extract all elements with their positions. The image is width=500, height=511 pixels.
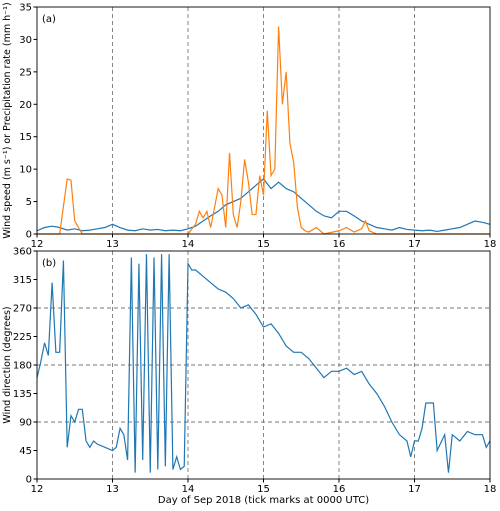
x-tick-label: 13 bbox=[106, 239, 119, 250]
x-tick-label: 15 bbox=[257, 484, 270, 495]
y-tick-label: 0 bbox=[26, 475, 32, 486]
x-tick-label: 14 bbox=[182, 484, 195, 495]
y-tick-label: 30 bbox=[19, 35, 32, 46]
x-tick-label: 17 bbox=[408, 484, 421, 495]
x-tick-label: 12 bbox=[31, 239, 44, 250]
x-tick-label: 13 bbox=[106, 484, 119, 495]
x-tick-label: 14 bbox=[182, 239, 195, 250]
data-line bbox=[36, 178, 491, 233]
y-tick-label: 135 bbox=[13, 389, 32, 400]
y-tick-label: 180 bbox=[13, 361, 32, 372]
y-tick-label: 0 bbox=[26, 230, 32, 241]
y-axis-label: Wind direction (degrees) bbox=[2, 306, 13, 423]
y-tick-label: 90 bbox=[19, 418, 32, 429]
x-tick-label: 18 bbox=[484, 484, 497, 495]
y-tick-label: 360 bbox=[13, 247, 32, 258]
y-tick-label: 15 bbox=[19, 132, 32, 143]
y-tick-label: 35 bbox=[19, 3, 32, 14]
data-line bbox=[36, 254, 491, 473]
y-tick-label: 25 bbox=[19, 67, 32, 78]
x-tick-label: 16 bbox=[333, 484, 346, 495]
y-tick-label: 10 bbox=[19, 165, 32, 176]
x-axis-label: Day of Sep 2018 (tick marks at 0000 UTC) bbox=[158, 495, 369, 506]
x-tick-label: 12 bbox=[31, 484, 44, 495]
x-tick-label: 15 bbox=[257, 239, 270, 250]
x-tick-label: 18 bbox=[484, 239, 497, 250]
panel-label: (b) bbox=[42, 258, 56, 269]
y-tick-label: 20 bbox=[19, 100, 32, 111]
y-tick-label: 5 bbox=[26, 197, 32, 208]
panel-label: (a) bbox=[42, 14, 56, 25]
x-tick-label: 16 bbox=[333, 239, 346, 250]
y-tick-label: 270 bbox=[13, 304, 32, 315]
y-tick-label: 45 bbox=[19, 446, 32, 457]
y-tick-label: 225 bbox=[13, 332, 32, 343]
y-axis-label: Wind speed (m s⁻¹) or Precipitation rate… bbox=[2, 2, 13, 238]
y-tick-label: 315 bbox=[13, 275, 32, 286]
x-tick-label: 17 bbox=[408, 239, 421, 250]
